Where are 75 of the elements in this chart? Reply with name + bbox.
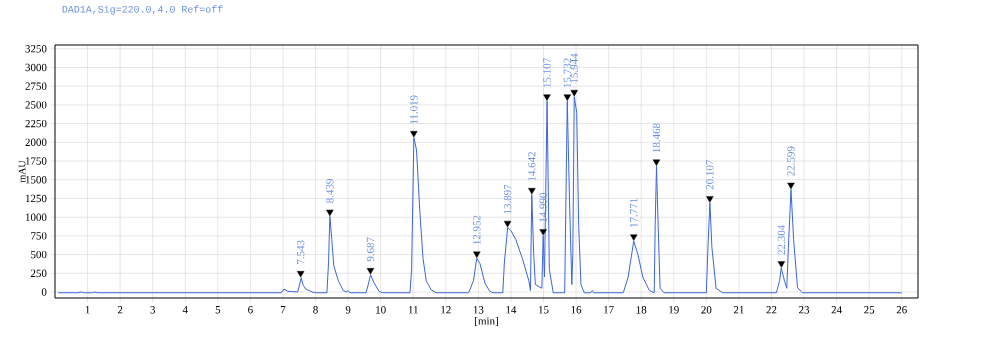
- y-tick-label: 1500: [25, 176, 47, 184]
- x-tick-label: 25: [864, 306, 875, 314]
- x-axis-title: [min]: [475, 317, 498, 327]
- point: [528, 188, 536, 195]
- point: [539, 229, 547, 236]
- x-tick-label: 23: [799, 306, 810, 314]
- annotation: 15.944: [570, 53, 578, 83]
- x-tick-label: 9: [345, 306, 351, 314]
- x-tick-label: 5: [215, 306, 221, 314]
- annotation: 14.642: [528, 152, 536, 181]
- annotation: 17.771: [630, 198, 638, 227]
- point: [503, 220, 512, 228]
- point: [787, 182, 795, 190]
- x-tick-label: 10: [376, 306, 386, 314]
- x-tick-label: 4: [182, 306, 188, 314]
- y-tick-label: 3250: [25, 45, 47, 53]
- y-tick-label: 2250: [25, 119, 47, 128]
- x-tick-label: 22: [766, 306, 777, 314]
- annotation: 11.019: [410, 95, 418, 124]
- chart-title: DAD1A,Sig=220.0,4.0 Ref=off: [62, 5, 223, 15]
- x-tick-label: 16: [571, 306, 582, 314]
- point: [652, 159, 661, 166]
- point: [297, 271, 305, 278]
- y-tick-label: 1750: [25, 157, 47, 165]
- x-tick-label: 8: [313, 306, 318, 314]
- annotation: 7.543: [296, 240, 305, 264]
- point: [473, 251, 481, 259]
- annotation: 20.107: [706, 159, 714, 190]
- annotation: 13.897: [503, 184, 512, 214]
- point: [366, 268, 375, 275]
- point: [630, 234, 638, 241]
- annotation: 22.599: [787, 146, 795, 176]
- x-tick-label: 2: [117, 306, 123, 314]
- x-tick-label: 18: [636, 306, 647, 314]
- x-tick-label: 3: [150, 306, 156, 314]
- y-tick-label: 1250: [25, 194, 47, 203]
- x-tick-label: 19: [669, 306, 679, 314]
- x-tick-label: 14: [506, 306, 517, 314]
- annotation: 12.952: [473, 215, 481, 245]
- y-tick-label: 1000: [25, 213, 47, 221]
- annotation: 22.304: [777, 224, 786, 255]
- y-tick-label: 2750: [25, 82, 47, 90]
- point: [777, 261, 786, 268]
- annotation: 14.990: [539, 193, 547, 222]
- y-tick-label: 2000: [25, 138, 47, 146]
- x-tick-label: 26: [896, 306, 907, 314]
- y-tick-label: 250: [30, 269, 47, 277]
- x-tick-label: 1: [85, 306, 90, 314]
- y-tick-label: 3000: [25, 63, 47, 72]
- y-tick-label: 750: [31, 232, 47, 240]
- x-tick-label: 12: [441, 306, 451, 314]
- y-tick-label: 0: [41, 288, 47, 296]
- x-tick-label: 20: [701, 306, 712, 314]
- x-tick-label: 21: [733, 306, 744, 314]
- x-tick-label: 7: [280, 306, 286, 314]
- y-tick-label: 500: [31, 250, 47, 259]
- point: [706, 196, 714, 203]
- point: [410, 131, 418, 138]
- point: [570, 89, 578, 97]
- x-tick-label: 24: [831, 306, 842, 314]
- annotation: 9.687: [366, 237, 375, 262]
- x-tick-label: 15: [538, 306, 549, 314]
- point: [543, 94, 551, 101]
- annotation: 18.468: [652, 123, 661, 153]
- x-tick-label: 6: [248, 306, 253, 314]
- x-tick-label: 11: [408, 306, 418, 314]
- x-tick-label: 17: [604, 306, 614, 314]
- x-tick-label: 13: [473, 306, 484, 314]
- y-tick-label: 2500: [25, 101, 47, 109]
- point: [326, 209, 334, 217]
- annotation: 15.732: [563, 58, 572, 88]
- point: [563, 94, 571, 101]
- annotation: 8.439: [326, 179, 334, 203]
- annotation: 15.107: [543, 58, 551, 88]
- y-axis-title: mAU: [18, 160, 26, 183]
